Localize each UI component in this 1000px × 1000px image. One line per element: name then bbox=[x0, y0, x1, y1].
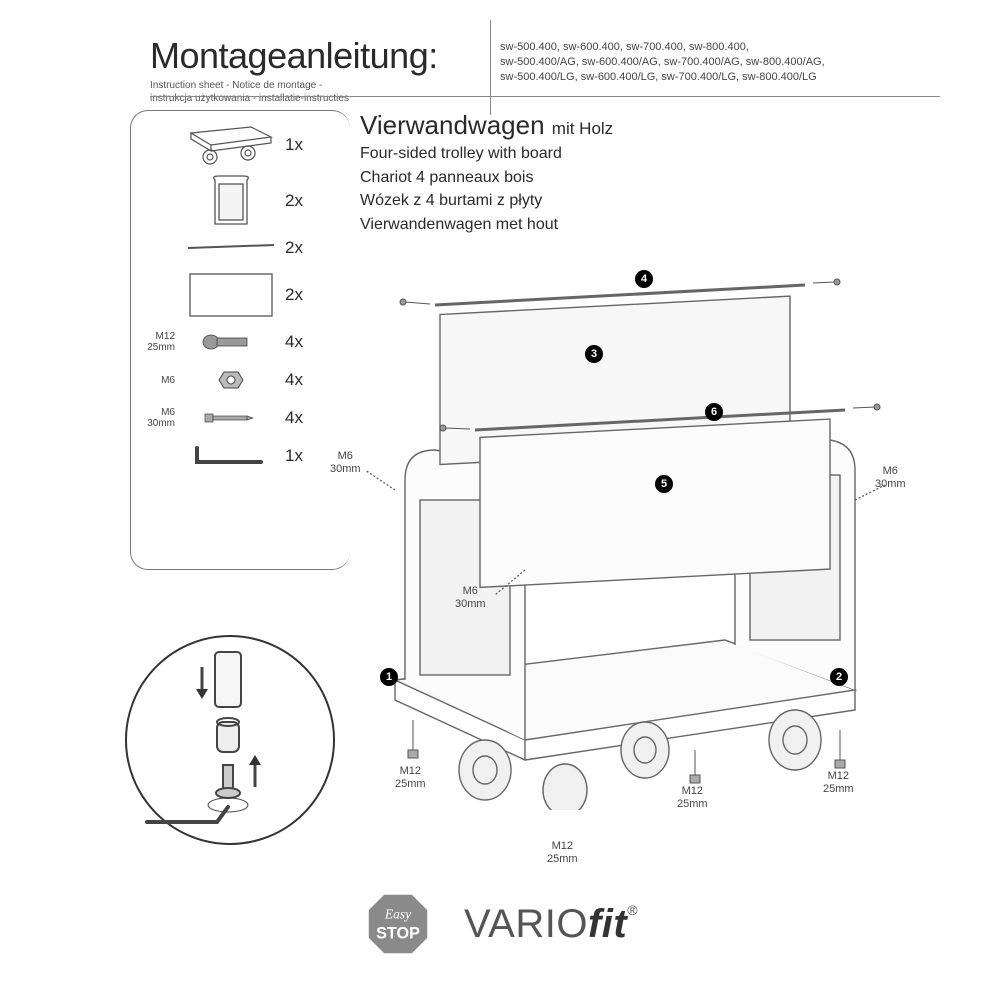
product-title-pl: Wózek z 4 burtami z płyty bbox=[360, 190, 613, 212]
bolt-icon bbox=[181, 327, 281, 357]
part-spec: M12 25mm bbox=[141, 331, 181, 353]
screw-icon bbox=[181, 403, 281, 433]
instruction-sheet: Montageanleitung: Instruction sheet - No… bbox=[0, 0, 1000, 1000]
easystop-logo-icon: Easy STOP bbox=[362, 888, 434, 960]
part-qty: 2x bbox=[285, 285, 303, 305]
dim-m12-4: M12 25mm bbox=[823, 770, 854, 795]
callout-3: 3 bbox=[585, 345, 603, 363]
variofit-logo: VARIOfit® bbox=[464, 902, 638, 947]
parts-list-panel: 1x 2x 2x bbox=[130, 110, 350, 570]
callout-6: 6 bbox=[705, 403, 723, 421]
product-title-de-sub: mit Holz bbox=[552, 119, 613, 138]
part-qty: 1x bbox=[285, 135, 303, 155]
callout-4: 4 bbox=[635, 270, 653, 288]
part-row-base: 1x bbox=[141, 121, 340, 169]
part-row-nut: M6 4x bbox=[141, 365, 340, 395]
end-panel-icon bbox=[181, 177, 281, 225]
part-spec: M6 30mm bbox=[141, 407, 181, 429]
sub-lang-line2: instrukcja użytkowania - installatie-ins… bbox=[150, 93, 349, 104]
dim-m12-3: M12 25mm bbox=[677, 785, 708, 810]
part-qty: 4x bbox=[285, 408, 303, 428]
product-title-nl: Vierwandenwagen met hout bbox=[360, 214, 613, 236]
variofit-text-b: fit bbox=[588, 902, 627, 946]
svg-text:STOP: STOP bbox=[376, 924, 420, 942]
product-title-block: Vierwandwagen mit Holz Four-sided trolle… bbox=[360, 110, 613, 235]
models-line3: sw-500.400/LG, sw-600.400/LG, sw-700.400… bbox=[500, 70, 825, 85]
allen-key-icon bbox=[181, 441, 281, 471]
detail-drawing bbox=[127, 637, 332, 842]
trolley-drawing bbox=[335, 250, 895, 810]
board-icon bbox=[181, 271, 281, 319]
header-divider-vertical bbox=[490, 20, 491, 115]
part-qty: 1x bbox=[285, 446, 303, 466]
base-platform-icon bbox=[181, 121, 281, 169]
svg-text:Easy: Easy bbox=[384, 907, 411, 922]
part-row-bolt: M12 25mm 4x bbox=[141, 327, 340, 357]
part-spec: M6 bbox=[141, 375, 181, 386]
part-row-allen-key: 1x bbox=[141, 441, 340, 471]
part-qty: 4x bbox=[285, 370, 303, 390]
product-title-fr: Chariot 4 panneaux bois bbox=[360, 167, 613, 189]
callout-1: 1 bbox=[380, 668, 398, 686]
nut-icon bbox=[181, 365, 281, 395]
callout-2: 2 bbox=[830, 668, 848, 686]
product-title-de-main: Vierwandwagen bbox=[360, 110, 545, 140]
part-qty: 4x bbox=[285, 332, 303, 352]
part-row-screw: M6 30mm 4x bbox=[141, 403, 340, 433]
part-qty: 2x bbox=[285, 191, 303, 211]
bar-icon bbox=[181, 233, 281, 263]
detail-view-circle bbox=[125, 635, 335, 845]
callout-5: 5 bbox=[655, 475, 673, 493]
dim-m6-right: M6 30mm bbox=[875, 465, 906, 490]
assembly-diagram: 1 2 3 4 5 6 M6 30mm M6 30mm M6 30mm M12 … bbox=[335, 250, 895, 810]
part-row-endpanel: 2x bbox=[141, 177, 340, 225]
part-row-board: 2x bbox=[141, 271, 340, 319]
product-title-de: Vierwandwagen mit Holz bbox=[360, 110, 613, 141]
dim-m12-2: M12 25mm bbox=[547, 840, 578, 865]
header-rule bbox=[150, 96, 940, 97]
product-title-en: Four-sided trolley with board bbox=[360, 143, 613, 165]
models-line2: sw-500.400/AG, sw-600.400/AG, sw-700.400… bbox=[500, 55, 825, 70]
dim-m6-top-left: M6 30mm bbox=[330, 450, 361, 475]
models-line1: sw-500.400, sw-600.400, sw-700.400, sw-8… bbox=[500, 40, 825, 55]
dim-m12-1: M12 25mm bbox=[395, 765, 426, 790]
dim-m6-mid: M6 30mm bbox=[455, 585, 486, 610]
sub-lang-line1: Instruction sheet - Notice de montage - bbox=[150, 80, 322, 91]
footer-logos: Easy STOP VARIOfit® bbox=[0, 888, 1000, 960]
variofit-text-a: VARIO bbox=[464, 902, 588, 946]
part-qty: 2x bbox=[285, 238, 303, 258]
registered-mark: ® bbox=[627, 902, 638, 918]
part-row-bar: 2x bbox=[141, 233, 340, 263]
model-number-list: sw-500.400, sw-600.400, sw-700.400, sw-8… bbox=[500, 40, 825, 85]
